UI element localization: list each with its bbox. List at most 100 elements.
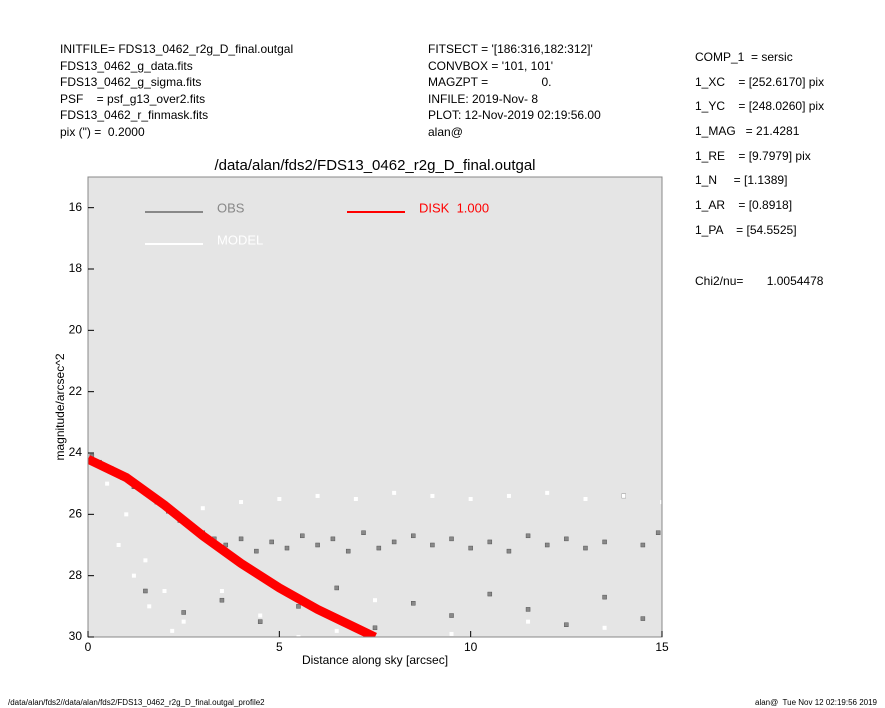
data-point xyxy=(219,597,225,603)
data-point xyxy=(583,545,588,551)
header-line: 1_RE = [9.7979] pix xyxy=(695,148,811,163)
header-line: 1_PA = [54.5525] xyxy=(695,222,797,237)
data-point xyxy=(238,536,244,542)
y-tick-label: 20 xyxy=(69,323,83,337)
data-point xyxy=(257,619,263,624)
x-axis-label: Distance along sky [arcsec] xyxy=(302,653,448,667)
data-point xyxy=(430,493,435,498)
data-point xyxy=(391,539,397,545)
y-tick-label: 24 xyxy=(69,445,83,459)
data-point xyxy=(583,497,588,501)
data-point xyxy=(655,530,661,535)
data-point xyxy=(487,539,493,545)
data-point xyxy=(525,607,531,612)
plot-area xyxy=(88,453,662,637)
x-tick-label: 5 xyxy=(276,640,283,654)
data-point xyxy=(525,533,531,539)
data-point xyxy=(544,542,550,548)
header-line: 1_AR = [0.8918] xyxy=(695,198,793,213)
x-tick-label: 15 xyxy=(655,640,669,654)
header-line: INFILE: 2019-Nov- 8 xyxy=(428,91,539,106)
y-tick-label: 28 xyxy=(69,568,83,582)
header-line: FDS13_0462_g_data.fits xyxy=(60,58,193,73)
y-axis-label: magnitude/arcsec^2 xyxy=(53,353,67,460)
header-left: INITFILE= FDS13_0462_r2g_D_final.outgal F… xyxy=(60,41,293,140)
plot-frame xyxy=(87,176,663,638)
data-point xyxy=(219,589,224,593)
data-point xyxy=(487,591,493,597)
data-point xyxy=(564,536,569,542)
footer-right: alan@ Tue Nov 12 02:19:56 2019 xyxy=(755,698,877,707)
header-line: INITFILE= FDS13_0462_r2g_D_final.outgal xyxy=(60,42,294,56)
data-point xyxy=(315,542,320,548)
data-point xyxy=(239,500,244,505)
data-point xyxy=(468,545,473,551)
x-tick-label: 0 xyxy=(85,640,92,654)
header-line: FITSECT = '[186:316,182:312]' xyxy=(428,42,593,56)
header-line: FDS13_0462_r_finmask.fits xyxy=(60,108,209,122)
data-point xyxy=(105,481,110,486)
data-point xyxy=(277,497,282,501)
data-point xyxy=(621,493,626,498)
data-point xyxy=(170,628,175,633)
data-point xyxy=(300,533,305,539)
header-line: 1_MAG = 21.4281 xyxy=(695,124,800,139)
data-point xyxy=(392,490,397,495)
data-point xyxy=(602,594,607,600)
chi2: Chi2/nu= 1.0054478 xyxy=(695,274,824,288)
data-point xyxy=(449,631,454,636)
data-point xyxy=(411,533,416,539)
plot-background xyxy=(88,177,662,637)
data-point xyxy=(564,622,569,627)
data-point xyxy=(640,542,646,548)
data-point xyxy=(361,530,366,535)
data-point xyxy=(660,500,662,505)
header-line: FDS13_0462_g_sigma.fits xyxy=(60,75,202,89)
header-line: PLOT: 12-Nov-2019 02:19:56.00 xyxy=(428,108,601,122)
header-line: 1_YC = [248.0260] pix xyxy=(695,99,825,114)
disk-profile xyxy=(88,455,377,637)
header-line: 1_XC = [252.6170] pix xyxy=(695,74,825,89)
data-point xyxy=(545,490,550,495)
header-line: pix (") = 0.2000 xyxy=(60,124,145,139)
chart-title: /data/alan/fds2/FDS13_0462_r2g_D_final.o… xyxy=(214,157,535,174)
data-point xyxy=(602,625,607,630)
data-point xyxy=(345,548,351,554)
data-point xyxy=(162,589,167,593)
data-point xyxy=(258,613,263,618)
header-line: COMP_1 = sersic xyxy=(695,50,793,64)
y-tick-label: 30 xyxy=(69,629,83,643)
data-point xyxy=(330,536,336,542)
data-point xyxy=(334,628,339,633)
data-point xyxy=(143,558,148,563)
data-point xyxy=(526,619,531,624)
data-point xyxy=(373,598,377,603)
data-point xyxy=(269,539,274,545)
legend-label: OBS xyxy=(217,200,245,215)
header-line: MAGZPT = 0. xyxy=(428,75,552,89)
data-point xyxy=(430,542,435,548)
data-point xyxy=(602,539,607,545)
header-right: COMP_1 = sersic 1_XC = [252.6170] pix 1_YC… xyxy=(695,49,824,247)
y-tick-label: 26 xyxy=(69,507,83,521)
data-point xyxy=(468,497,473,501)
data-point xyxy=(284,545,290,551)
data-point xyxy=(143,588,148,594)
data-point xyxy=(116,543,121,547)
y-tick-label: 18 xyxy=(69,261,83,275)
data-point xyxy=(411,601,416,606)
header-middle: FITSECT = '[186:316,182:312]' CONVBOX = '… xyxy=(428,41,601,140)
header-line: alan@ xyxy=(428,124,463,139)
data-point xyxy=(296,604,301,609)
y-tick-label: 16 xyxy=(69,200,83,214)
x-tick-label: 10 xyxy=(464,640,478,654)
data-point xyxy=(315,493,320,498)
header-line: PSF = psf_g13_over2.fits xyxy=(60,91,206,106)
legend-label: MODEL xyxy=(217,232,263,247)
data-point xyxy=(296,635,301,637)
data-point xyxy=(200,506,205,511)
data-point xyxy=(506,548,512,554)
data-point xyxy=(181,610,186,615)
data-point xyxy=(254,548,259,554)
